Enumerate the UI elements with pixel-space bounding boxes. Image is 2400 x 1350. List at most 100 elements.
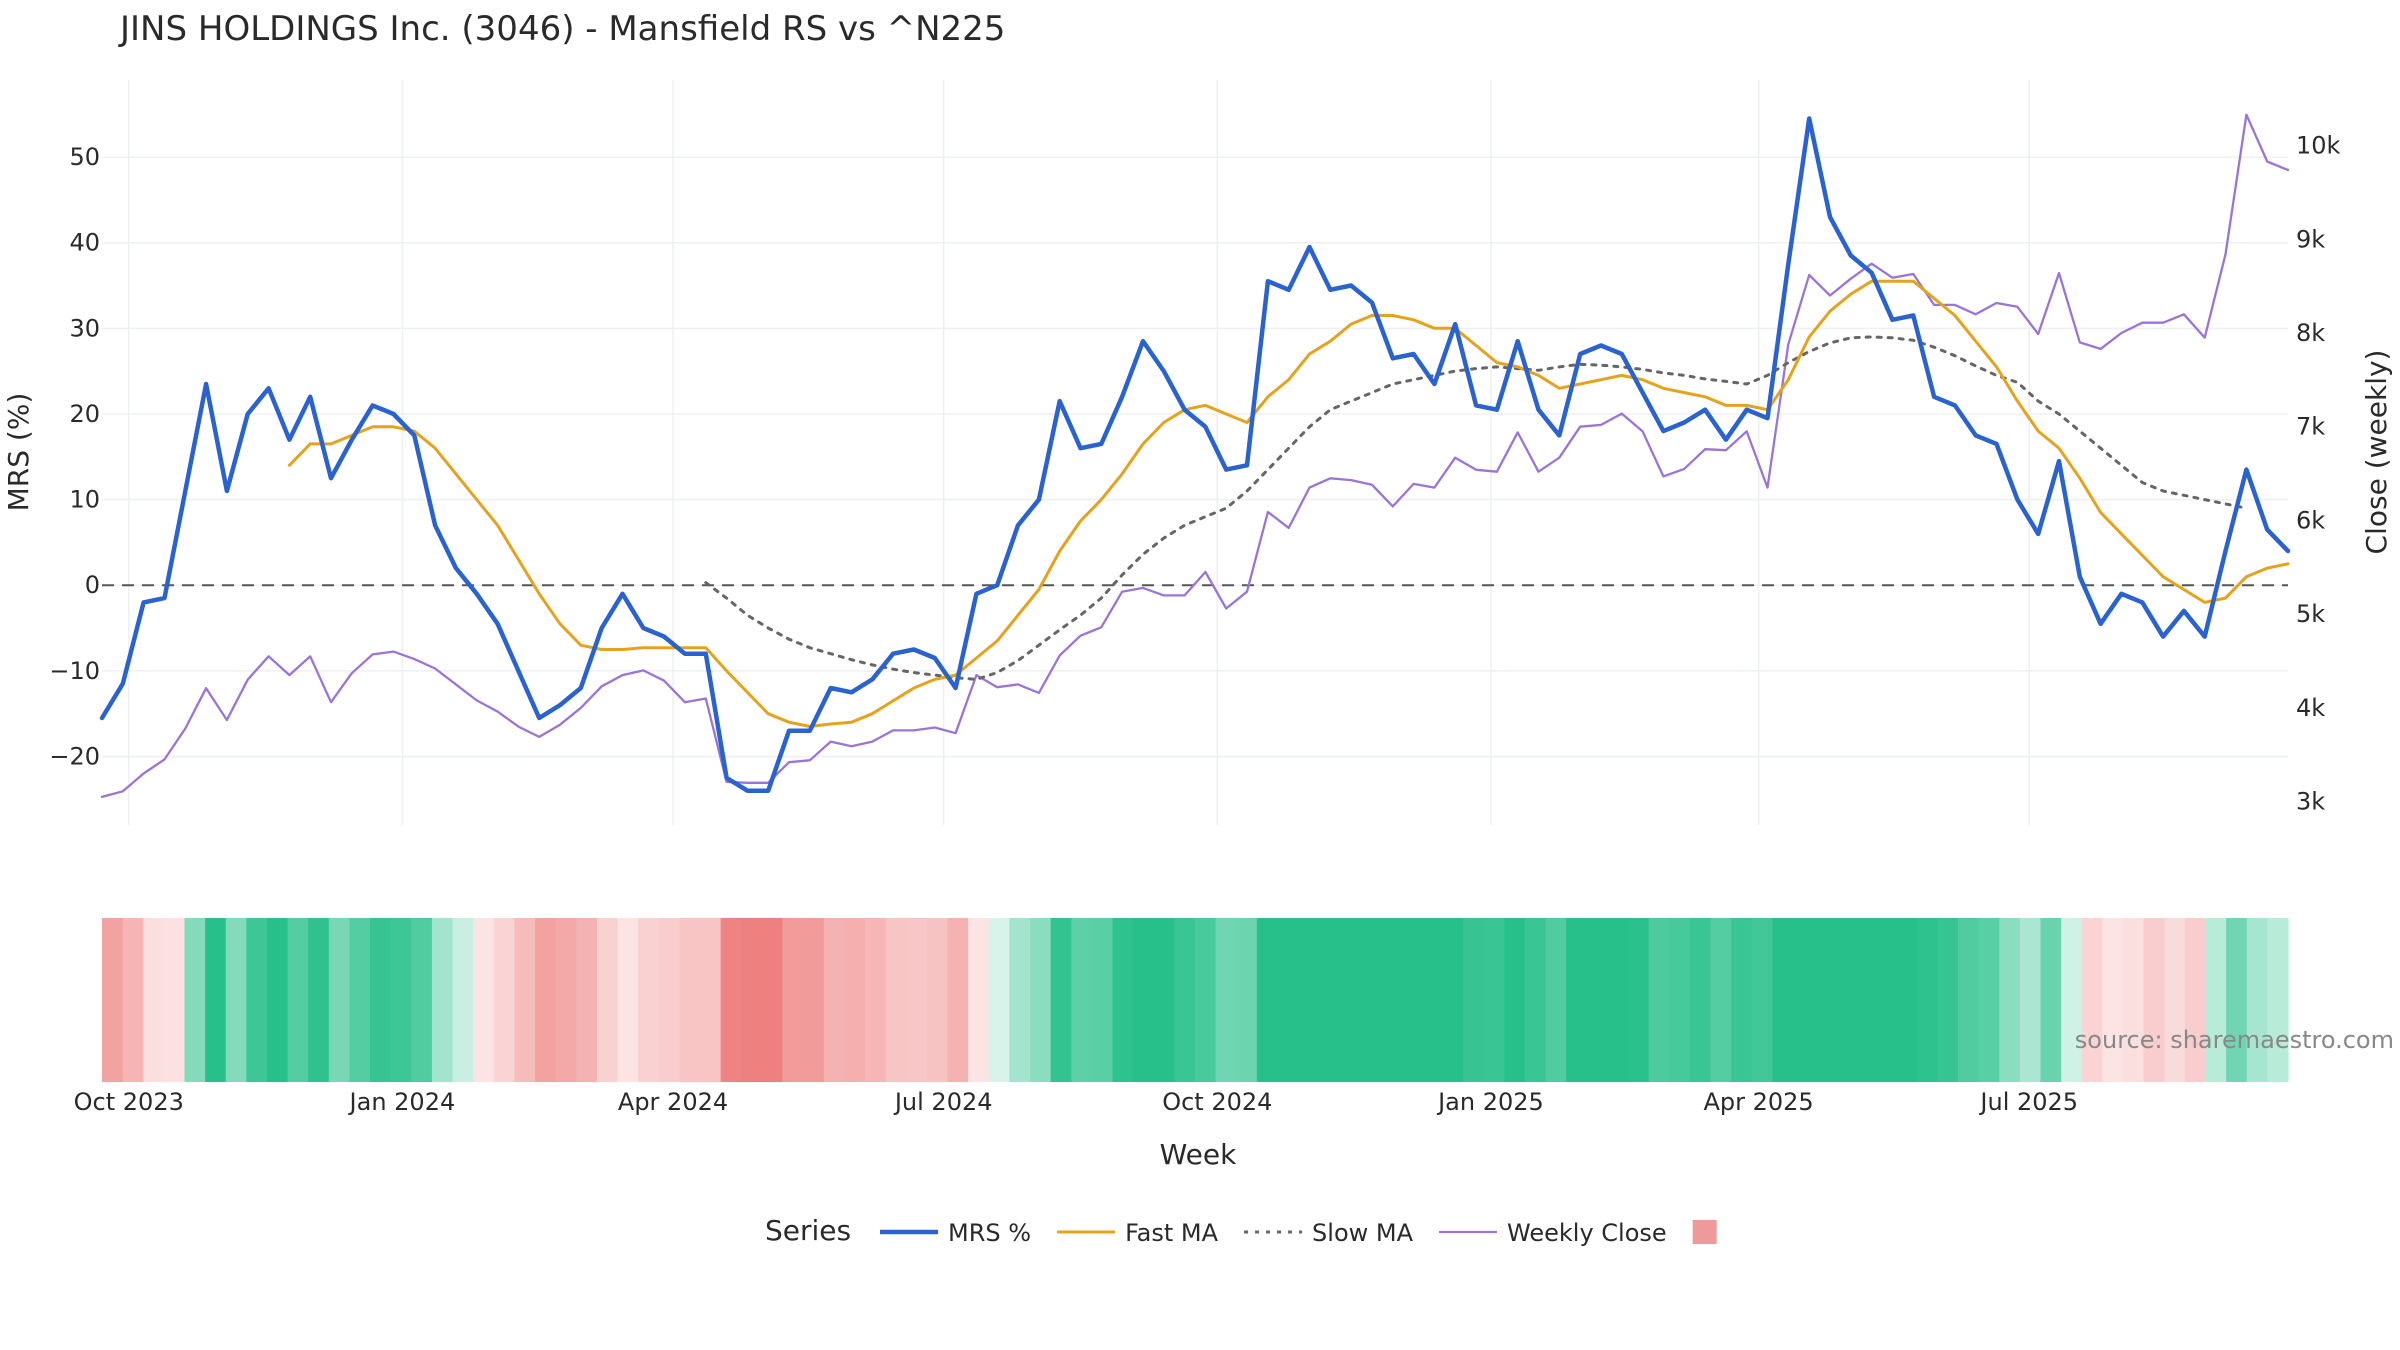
right-tick-label: 9k (2296, 225, 2325, 253)
legend-label-fast-ma: Fast MA (1125, 1219, 1219, 1247)
heat-cell (1133, 918, 1155, 1082)
series-lines (99, 113, 2291, 799)
heat-cell (184, 918, 206, 1082)
heat-cell (143, 918, 165, 1082)
legend: Series MRS % Fast MA Slow MA Weekly Close (765, 1214, 1717, 1247)
heat-cell (968, 918, 990, 1082)
heat-cell (1648, 918, 1670, 1082)
left-axis-title: MRS (%) (2, 393, 35, 512)
x-axis-ticks: Oct 2023 Jan 2024 Apr 2024 Jul 2024 Oct 2024… (74, 1088, 2078, 1116)
heat-cell (596, 918, 619, 1082)
heat-cell (370, 918, 392, 1082)
heat-cell (906, 918, 928, 1082)
series-line-slow-ma (704, 335, 2248, 681)
left-axis-ticks: −20 −10 0 10 20 30 40 50 (49, 143, 100, 770)
heat-cell (555, 918, 577, 1082)
heat-cell (988, 918, 1010, 1082)
right-tick-label: 7k (2296, 413, 2325, 441)
legend-label-mrs: MRS % (948, 1219, 1031, 1247)
heat-cell (328, 918, 351, 1082)
heat-cell (1628, 918, 1650, 1082)
heat-cell (1545, 918, 1567, 1082)
heat-cell (700, 918, 722, 1082)
heat-cell (246, 918, 268, 1082)
heat-cell (1153, 918, 1175, 1082)
heat-cell (947, 918, 969, 1082)
heat-cell (2019, 918, 2042, 1082)
heat-cell (266, 918, 289, 1082)
x-tick-label: Apr 2025 (1703, 1088, 1813, 1116)
heat-cell (617, 918, 639, 1082)
heat-cell (761, 918, 784, 1082)
heat-cell (1401, 918, 1423, 1082)
heat-cell (844, 918, 866, 1082)
heat-cell (1958, 918, 1980, 1082)
heat-cell (225, 918, 247, 1082)
heat-cell (1174, 918, 1196, 1082)
left-tick-label: 10 (69, 486, 100, 514)
heat-cell (1318, 918, 1340, 1082)
heat-cell (102, 918, 124, 1082)
x-tick-label: Oct 2023 (74, 1088, 184, 1116)
heat-cell (2143, 918, 2165, 1082)
heat-cell (1607, 918, 1629, 1082)
heat-cell (205, 918, 227, 1082)
right-tick-label: 6k (2296, 506, 2325, 534)
heat-cell (1359, 918, 1382, 1082)
heat-cell (1339, 918, 1361, 1082)
heat-cell (1483, 918, 1505, 1082)
x-tick-label: Apr 2024 (618, 1088, 728, 1116)
heat-cell (638, 918, 660, 1082)
heat-cell (720, 918, 742, 1082)
x-tick-label: Jan 2025 (1436, 1088, 1544, 1116)
x-tick-label: Jan 2024 (348, 1088, 456, 1116)
right-tick-label: 4k (2296, 694, 2325, 722)
heat-strip (102, 918, 2289, 1082)
heat-cell (1772, 918, 1794, 1082)
heat-cell (1091, 918, 1114, 1082)
heat-cell (411, 918, 433, 1082)
series-line-weekly-close (100, 113, 2290, 799)
right-tick-label: 5k (2296, 600, 2325, 628)
x-axis-title: Week (1160, 1138, 1237, 1171)
heat-cell (1380, 918, 1402, 1082)
heat-cell (1215, 918, 1237, 1082)
heat-cell (679, 918, 701, 1082)
heat-cell (1793, 918, 1815, 1082)
heat-cell (741, 918, 763, 1082)
heat-cell (1916, 918, 1939, 1082)
heat-cell (1298, 918, 1320, 1082)
heat-cell (1277, 918, 1299, 1082)
legend-label-slow-ma: Slow MA (1312, 1219, 1414, 1247)
series-line-mrs (99, 116, 2291, 793)
left-tick-label: 20 (69, 400, 100, 428)
x-tick-label: Oct 2024 (1162, 1088, 1272, 1116)
heat-cell (163, 918, 186, 1082)
heat-cell (1586, 918, 1609, 1082)
heat-cell (1421, 918, 1444, 1082)
left-tick-label: 30 (69, 314, 100, 342)
heat-cell (2164, 918, 2186, 1082)
right-axis-title: Close (weekly) (2360, 350, 2393, 555)
heat-cell (1999, 918, 2021, 1082)
heat-cell (1896, 918, 1918, 1082)
heat-cell (2123, 918, 2145, 1082)
heat-cell (2226, 918, 2248, 1082)
heat-cell (2205, 918, 2227, 1082)
watermark: source: sharemaestro.com (2075, 1026, 2394, 1054)
heat-cell (1442, 918, 1464, 1082)
heat-cell (1112, 918, 1134, 1082)
legend-label-weekly-close: Weekly Close (1507, 1219, 1667, 1247)
heat-cell (493, 918, 516, 1082)
heat-cell (431, 918, 454, 1082)
heat-cell (1236, 918, 1258, 1082)
heat-cell (2102, 918, 2124, 1082)
x-tick-label: Jul 2024 (893, 1088, 993, 1116)
left-tick-label: −10 (49, 657, 100, 685)
heat-cell (514, 918, 536, 1082)
heat-cell (535, 918, 557, 1082)
heat-cell (1195, 918, 1217, 1082)
right-tick-label: 10k (2296, 132, 2341, 160)
heat-cell (1463, 918, 1485, 1082)
heat-cell (2061, 918, 2083, 1082)
